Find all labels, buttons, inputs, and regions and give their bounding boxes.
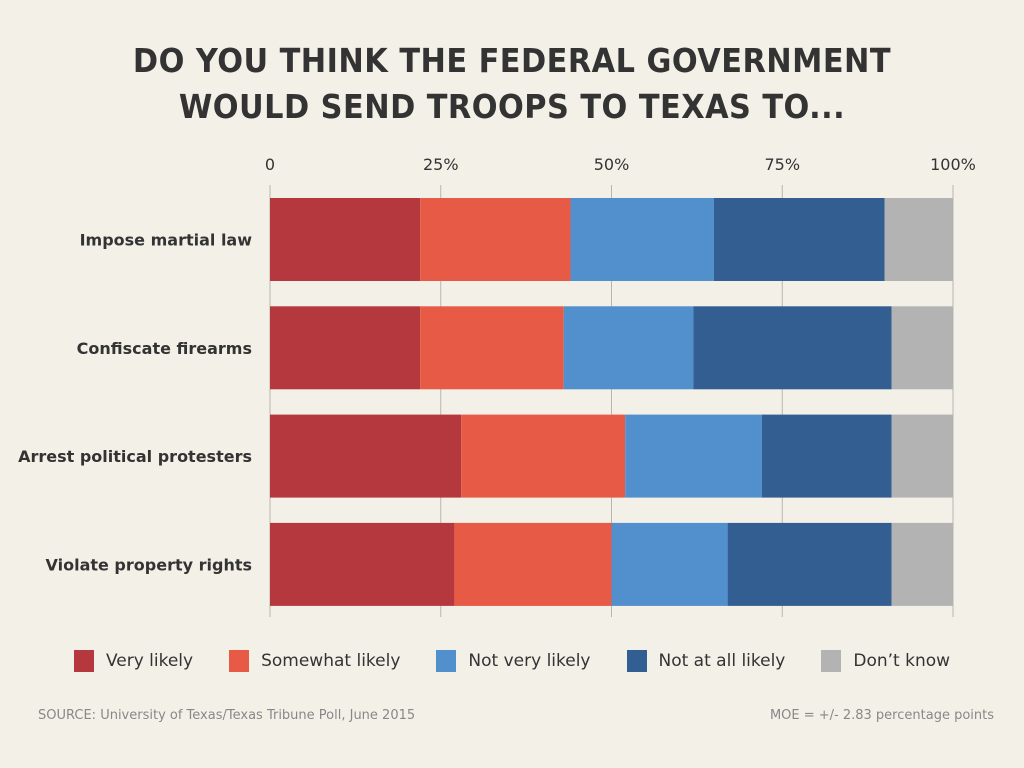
bar-segment bbox=[891, 306, 953, 390]
category-label: Confiscate firearms bbox=[77, 339, 252, 358]
legend: Very likely Somewhat likely Not very likel… bbox=[0, 650, 1024, 672]
category-labels: Impose martial law Confiscate firearms Arr… bbox=[18, 231, 252, 575]
bar-segment bbox=[625, 414, 762, 498]
chart-title: DO YOU THINK THE FEDERAL GOVERNMENT WOUL… bbox=[0, 38, 1024, 130]
x-tick-label: 50% bbox=[594, 155, 630, 174]
category-label: Violate property rights bbox=[46, 555, 253, 574]
margin-of-error-note: MOE = +/- 2.83 percentage points bbox=[769, 708, 994, 723]
x-tick-label: 25% bbox=[423, 155, 459, 174]
legend-label: Not at all likely bbox=[658, 651, 786, 671]
bar-segment bbox=[270, 198, 421, 281]
legend-label: Somewhat likely bbox=[261, 651, 401, 671]
legend-label: Very likely bbox=[105, 651, 194, 671]
category-label: Arrest political protesters bbox=[18, 447, 252, 466]
bar-segment bbox=[884, 198, 953, 281]
chart-title-line-1: DO YOU THINK THE FEDERAL GOVERNMENT bbox=[132, 41, 892, 80]
legend-swatch bbox=[229, 650, 250, 672]
legend-swatch bbox=[436, 650, 457, 672]
bar-segment bbox=[563, 306, 694, 390]
legend-swatch bbox=[626, 650, 647, 672]
legend-label: Don’t know bbox=[853, 651, 951, 671]
x-tick-label: 100% bbox=[930, 155, 976, 174]
bar-segment bbox=[270, 522, 455, 606]
bar-segment bbox=[420, 198, 571, 281]
x-tick-label: 75% bbox=[764, 155, 800, 174]
bar-segment bbox=[713, 198, 885, 281]
stacked-bar-chart: 0 25% 50% 75% 100% Impose martial law Confisc… bbox=[18, 155, 976, 617]
bar-segment bbox=[727, 522, 892, 606]
legend-label: Not very likely bbox=[468, 651, 591, 671]
bar-segment bbox=[891, 522, 953, 606]
source-note: SOURCE: University of Texas/Texas Tribun… bbox=[38, 708, 416, 723]
legend-swatch bbox=[73, 650, 94, 672]
legend-item: Not very likely bbox=[436, 650, 591, 672]
bar-segment bbox=[461, 414, 626, 498]
bar-segment bbox=[270, 306, 421, 390]
bars bbox=[270, 198, 953, 606]
bar-segment bbox=[693, 306, 892, 390]
chart-title-line-2: WOULD SEND TROOPS TO TEXAS TO... bbox=[178, 87, 846, 126]
legend-item: Not at all likely bbox=[626, 650, 786, 672]
legend-item: Don’t know bbox=[821, 650, 950, 672]
bar-segment bbox=[270, 414, 462, 498]
bar-segment bbox=[611, 522, 728, 606]
x-tick-labels: 0 25% 50% 75% 100% bbox=[265, 155, 976, 174]
legend-swatch bbox=[821, 650, 842, 672]
legend-item: Very likely bbox=[73, 650, 194, 672]
bar-segment bbox=[570, 198, 714, 281]
bar-segment bbox=[891, 414, 953, 498]
bar-segment bbox=[761, 414, 892, 498]
x-tick-label: 0 bbox=[265, 155, 275, 174]
category-label: Impose martial law bbox=[80, 231, 253, 250]
bar-segment bbox=[454, 522, 612, 606]
bar-segment bbox=[420, 306, 564, 390]
legend-item: Somewhat likely bbox=[229, 650, 400, 672]
